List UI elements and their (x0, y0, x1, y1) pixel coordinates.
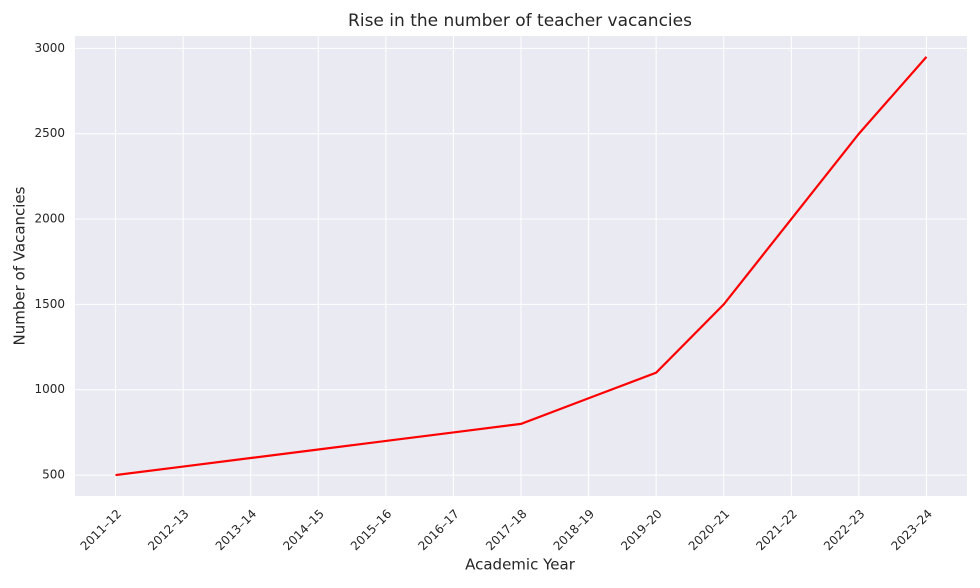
x-tick-label: 2020–21 (686, 507, 733, 554)
y-tick-label: 3000 (34, 41, 65, 55)
x-tick-label: 2017–18 (483, 507, 530, 554)
x-tick-label: 2022–23 (821, 507, 868, 554)
x-tick-label: 2023–24 (889, 507, 936, 554)
y-tick-label: 2500 (34, 126, 65, 140)
y-tick-label: 1000 (34, 382, 65, 396)
x-tick-label: 2014–15 (280, 507, 327, 554)
x-tick-label: 2019–20 (618, 507, 665, 554)
chart-title: Rise in the number of teacher vacancies (348, 11, 692, 31)
x-tick-label: 2011–12 (78, 507, 125, 554)
x-tick-label: 2016–17 (415, 507, 462, 554)
x-tick-label: 2021–22 (753, 507, 800, 554)
x-tick-label: 2015–16 (348, 507, 395, 554)
y-axis-label: Number of Vacancies (11, 186, 29, 345)
x-tick-label: 2012–13 (145, 507, 192, 554)
x-axis-label: Academic Year (465, 556, 576, 574)
y-tick-label: 500 (42, 468, 65, 482)
y-tick-label: 2000 (34, 212, 65, 226)
data-line (115, 56, 928, 477)
y-tick-label: 1500 (34, 297, 65, 311)
x-tick-label: 2013–14 (213, 507, 260, 554)
x-tick-label: 2018–19 (551, 507, 598, 554)
